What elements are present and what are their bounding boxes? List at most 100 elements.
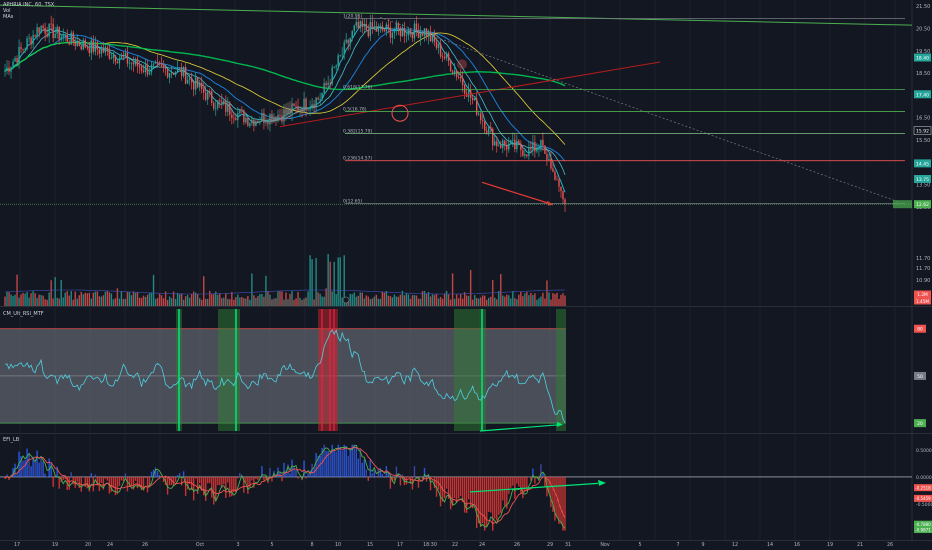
candle-body xyxy=(540,139,542,149)
price-axis-label: 19.50 xyxy=(916,49,930,55)
efi-pane-title: EFI_LB xyxy=(3,437,20,443)
efi-histogram-bar xyxy=(207,476,209,484)
volume-bar xyxy=(461,298,464,306)
time-axis-label: 19 xyxy=(52,542,58,548)
volume-bar xyxy=(351,294,353,306)
volume-bar xyxy=(341,297,343,306)
efi-histogram-bar xyxy=(110,476,113,492)
efi-histogram-bar xyxy=(281,476,283,482)
time-axis-label: 19 xyxy=(827,542,833,548)
volume-bar xyxy=(156,298,159,306)
volume-bar xyxy=(494,297,496,306)
efi-histogram-bar xyxy=(138,476,141,488)
volume-bar xyxy=(401,290,404,306)
efi-histogram-bar xyxy=(361,462,363,477)
efi-histogram-bar xyxy=(494,476,496,519)
volume-bar xyxy=(463,292,466,306)
candle-body xyxy=(164,67,167,70)
efi-histogram-bar xyxy=(46,476,48,478)
candle-body xyxy=(275,116,277,122)
candle-body xyxy=(144,64,147,73)
candle-body xyxy=(112,55,115,58)
efi-histogram-bar xyxy=(383,476,386,478)
candle-body xyxy=(443,56,446,59)
efi-histogram-bar xyxy=(201,476,203,492)
volume-bar xyxy=(504,296,506,306)
efi-histogram-bar xyxy=(475,476,478,529)
efi-histogram-bar xyxy=(150,471,153,477)
efi-histogram-bar xyxy=(461,476,464,503)
efi-histogram-bar xyxy=(178,472,181,477)
volume-bar xyxy=(225,293,227,306)
volume-bar xyxy=(530,293,532,306)
efi-histogram-bar xyxy=(554,476,556,521)
candle-body xyxy=(548,159,550,160)
efi-histogram-bar xyxy=(194,476,197,479)
candle-body xyxy=(285,109,287,114)
volume-bar xyxy=(243,298,245,306)
candle-body xyxy=(267,122,269,125)
volume-bar xyxy=(385,290,388,306)
efi-histogram-bar xyxy=(124,473,127,477)
volume-bar xyxy=(315,257,317,306)
volume-bar xyxy=(36,297,38,306)
volume-bar xyxy=(249,299,251,306)
volume-bar xyxy=(303,298,305,306)
efi-histogram-bar xyxy=(484,476,486,531)
efi-histogram-bar xyxy=(233,476,235,493)
volume-bar xyxy=(297,291,299,306)
volume-bar xyxy=(180,293,183,306)
candle-body xyxy=(44,27,46,34)
candle-body xyxy=(150,64,153,73)
volume-bar xyxy=(38,294,40,306)
efi-histogram-bar xyxy=(347,455,349,477)
efi-histogram-bar xyxy=(42,461,44,477)
candle-body xyxy=(379,25,382,27)
volume-bar xyxy=(409,298,412,306)
candle-body xyxy=(279,114,281,116)
candle-body xyxy=(14,57,16,62)
candle-body xyxy=(114,55,117,62)
efi-histogram-bar xyxy=(534,476,536,484)
efi-histogram-bar xyxy=(76,476,78,482)
efi-histogram-bar xyxy=(24,460,26,477)
volume-bar xyxy=(188,297,191,306)
volume-bar xyxy=(311,259,313,306)
volume-bar xyxy=(94,291,97,306)
candle-body xyxy=(403,27,406,36)
efi-histogram-bar xyxy=(162,476,165,483)
efi-histogram-bar xyxy=(522,476,524,499)
volume-bar xyxy=(48,292,50,306)
candle-body xyxy=(186,79,189,84)
candle-body xyxy=(40,25,42,33)
volume-bar xyxy=(30,293,32,306)
volume-bar xyxy=(14,294,16,306)
candle-body xyxy=(293,103,295,106)
volume-bar xyxy=(114,298,117,306)
efi-histogram-bar xyxy=(257,476,259,481)
volume-bar xyxy=(441,298,444,306)
volume-axis-label: 11.70 xyxy=(916,266,930,272)
volume-bar xyxy=(138,297,141,306)
efi-histogram-bar xyxy=(351,444,353,477)
volume-bar xyxy=(377,298,380,306)
efi-histogram-bar xyxy=(90,473,93,477)
volume-bar xyxy=(524,293,526,306)
efi-histogram-bar xyxy=(371,473,374,477)
volume-bar xyxy=(528,295,530,306)
volume-bar xyxy=(425,293,428,306)
volume-bar xyxy=(98,296,101,306)
volume-bar xyxy=(443,293,446,306)
candle-body xyxy=(106,47,109,50)
efi-histogram-bar xyxy=(52,476,54,487)
efi-histogram-bar xyxy=(174,476,177,482)
volume-bar xyxy=(473,295,476,306)
candle-body xyxy=(536,149,538,152)
candle-body xyxy=(96,42,99,50)
efi-histogram-bar xyxy=(48,458,50,477)
volume-bar xyxy=(381,291,384,306)
candle-body xyxy=(526,154,528,157)
time-axis-label: 8 xyxy=(310,542,313,548)
volume-bar xyxy=(321,296,323,306)
